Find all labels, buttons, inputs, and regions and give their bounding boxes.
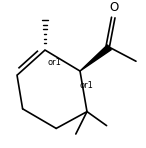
Text: or1: or1 [48,58,62,67]
Text: O: O [109,1,118,14]
Polygon shape [80,45,111,71]
Text: or1: or1 [80,81,94,90]
